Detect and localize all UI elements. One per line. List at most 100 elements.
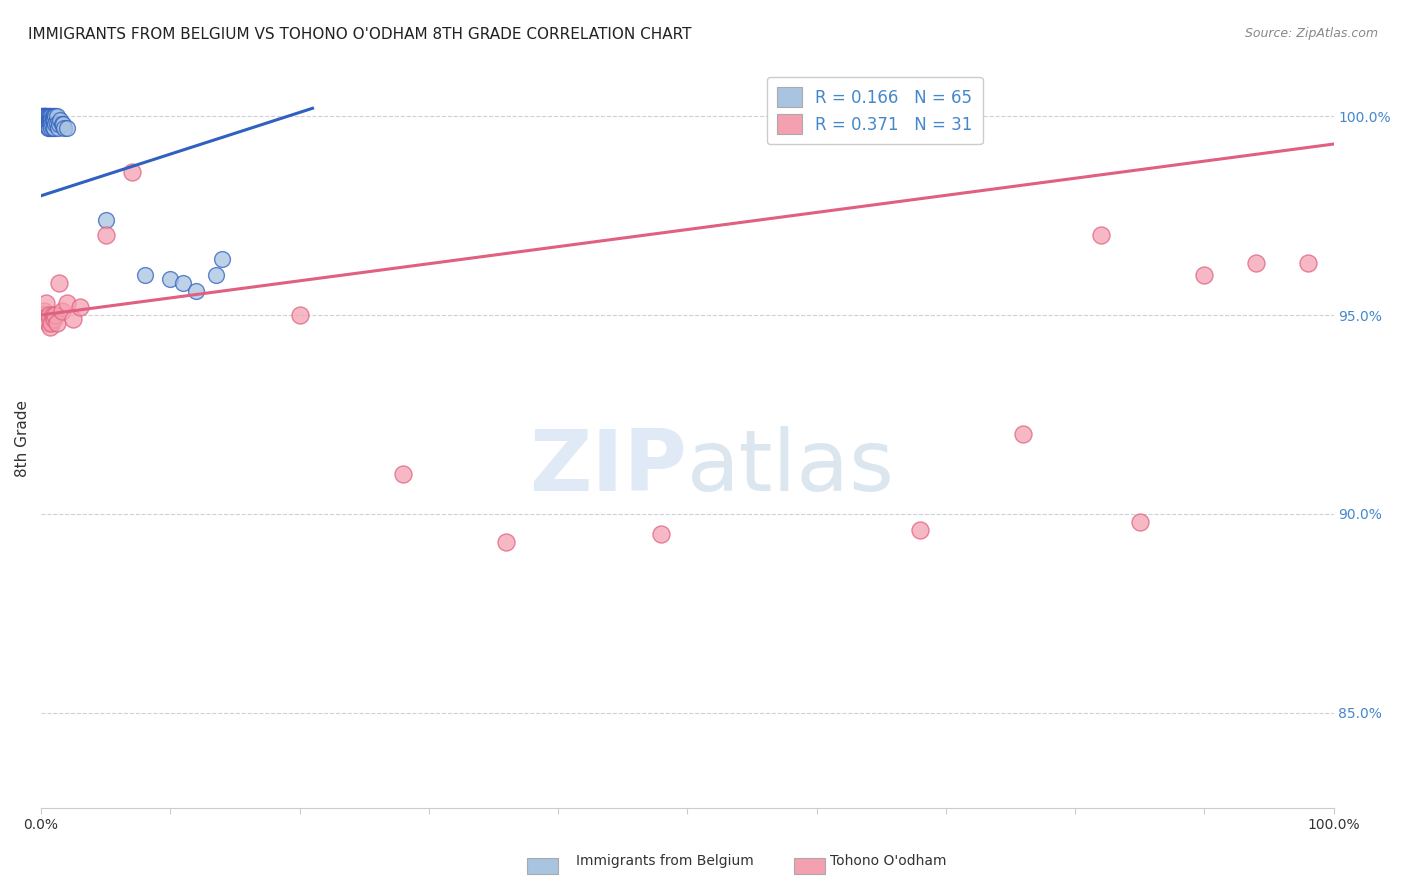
Point (35, 117, 58, 131)
Point (45, 109, 67, 123)
Point (32, 109, 55, 123)
Point (45, 316, 67, 330)
Point (52, 117, 75, 131)
Point (1129, 515, 1152, 529)
Point (37, 316, 59, 330)
Point (35, 312, 58, 326)
Point (35, 113, 58, 128)
Point (62, 312, 84, 326)
Point (32, 109, 55, 123)
Point (32, 109, 55, 123)
Point (32, 113, 55, 128)
Point (38, 113, 60, 128)
Point (42, 121, 65, 136)
Point (121, 165, 143, 179)
Point (1194, 268, 1216, 283)
Y-axis label: 8th Grade: 8th Grade (15, 400, 30, 476)
Point (392, 467, 415, 481)
Point (42, 109, 65, 123)
Point (94, 228, 117, 243)
Point (42, 113, 65, 128)
Point (37, 113, 59, 128)
Point (69, 300, 91, 314)
Point (32, 109, 55, 123)
Point (51, 304, 73, 318)
Text: ZIP: ZIP (530, 426, 688, 509)
Point (37, 121, 59, 136)
Point (42, 121, 65, 136)
Point (37, 109, 59, 123)
Point (37, 113, 59, 128)
Point (1090, 228, 1112, 243)
Point (48, 117, 70, 131)
Point (211, 252, 233, 267)
Point (49, 113, 72, 128)
Point (172, 276, 194, 290)
Point (34, 308, 56, 322)
Point (1244, 256, 1267, 270)
Point (495, 534, 517, 549)
Point (34, 109, 56, 123)
Point (35, 109, 58, 123)
Point (41, 117, 63, 131)
Point (41, 316, 63, 330)
Point (41, 113, 63, 128)
Point (35, 109, 58, 123)
Point (39, 109, 62, 123)
Point (1296, 256, 1319, 270)
Point (31, 109, 53, 123)
Point (32, 113, 55, 128)
Point (35, 296, 58, 310)
Point (42, 109, 65, 123)
Point (31, 109, 53, 123)
Point (56, 121, 79, 136)
Point (38, 117, 60, 131)
Point (48, 276, 70, 290)
Point (42, 308, 65, 322)
Text: IMMIGRANTS FROM BELGIUM VS TOHONO O'ODHAM 8TH GRADE CORRELATION CHART: IMMIGRANTS FROM BELGIUM VS TOHONO O'ODHA… (28, 27, 692, 42)
Point (159, 272, 181, 286)
Point (46, 121, 69, 136)
Legend: R = 0.166   N = 65, R = 0.371   N = 31: R = 0.166 N = 65, R = 0.371 N = 31 (768, 77, 983, 145)
Text: Source: ZipAtlas.com: Source: ZipAtlas.com (1244, 27, 1378, 40)
Text: atlas: atlas (688, 426, 896, 509)
Point (42, 113, 65, 128)
Point (45, 117, 67, 131)
Point (650, 526, 672, 541)
Point (39, 117, 62, 131)
Point (34, 113, 56, 128)
Point (51, 117, 73, 131)
Point (41, 109, 63, 123)
Point (38, 113, 60, 128)
Point (134, 268, 156, 283)
Point (39, 113, 62, 128)
Point (44, 308, 66, 322)
Point (32, 304, 55, 318)
Point (186, 284, 208, 298)
Point (31, 308, 53, 322)
Point (204, 268, 226, 283)
Point (35, 113, 58, 128)
Text: Tohono O'odham: Tohono O'odham (830, 854, 946, 868)
Point (908, 523, 931, 537)
Point (31, 109, 53, 123)
Point (42, 312, 65, 326)
Text: Immigrants from Belgium: Immigrants from Belgium (576, 854, 754, 868)
Point (44, 109, 66, 123)
Point (56, 296, 79, 310)
Point (34, 109, 56, 123)
Point (41, 121, 63, 136)
Point (35, 117, 58, 131)
Point (38, 308, 60, 322)
Point (34, 117, 56, 131)
Point (1012, 427, 1035, 442)
Point (38, 121, 60, 136)
Point (32, 117, 55, 131)
Point (34, 113, 56, 128)
Point (288, 308, 311, 322)
Point (44, 117, 66, 131)
Point (32, 113, 55, 128)
Point (37, 109, 59, 123)
Point (94, 212, 117, 227)
Point (53, 121, 76, 136)
